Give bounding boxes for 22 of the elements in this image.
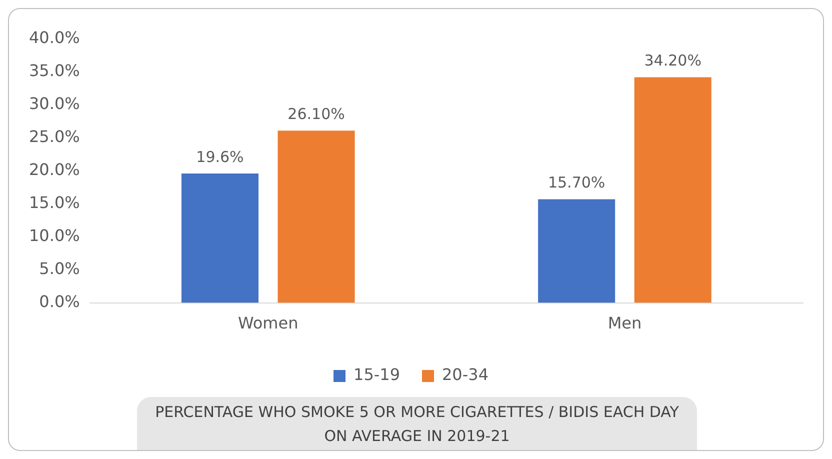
legend-label: 20-34 (442, 365, 488, 384)
legend-label: 15-19 (354, 365, 400, 384)
data-label: 26.10% (288, 105, 345, 124)
data-label: 15.70% (548, 174, 606, 192)
bar (181, 174, 258, 303)
y-tick-label: 20.0% (29, 160, 80, 180)
x-tick-label: Men (608, 314, 642, 333)
y-tick-label: 40.0% (29, 28, 80, 48)
y-tick-label: 5.0% (39, 258, 80, 278)
y-tick-label: 15.0% (29, 193, 80, 212)
x-tick-label: Women (238, 314, 298, 333)
y-tick-label: 0.0% (39, 292, 80, 311)
bar (278, 130, 355, 303)
bar (634, 77, 712, 303)
bar (538, 199, 616, 303)
y-tick-label: 10.0% (29, 226, 80, 246)
data-label: 19.6% (196, 148, 244, 166)
data-label: 34.20% (644, 52, 702, 70)
y-tick-label: 25.0% (29, 127, 80, 146)
y-tick-label: 30.0% (29, 94, 80, 114)
y-tick-label: 35.0% (29, 61, 80, 80)
text: PERCENTAGE WHO SMOKE 5 OR MORE CIGARETTES / BIDIS EACH DAY ON AVERAGE IN 2019-21 (137, 397, 697, 450)
